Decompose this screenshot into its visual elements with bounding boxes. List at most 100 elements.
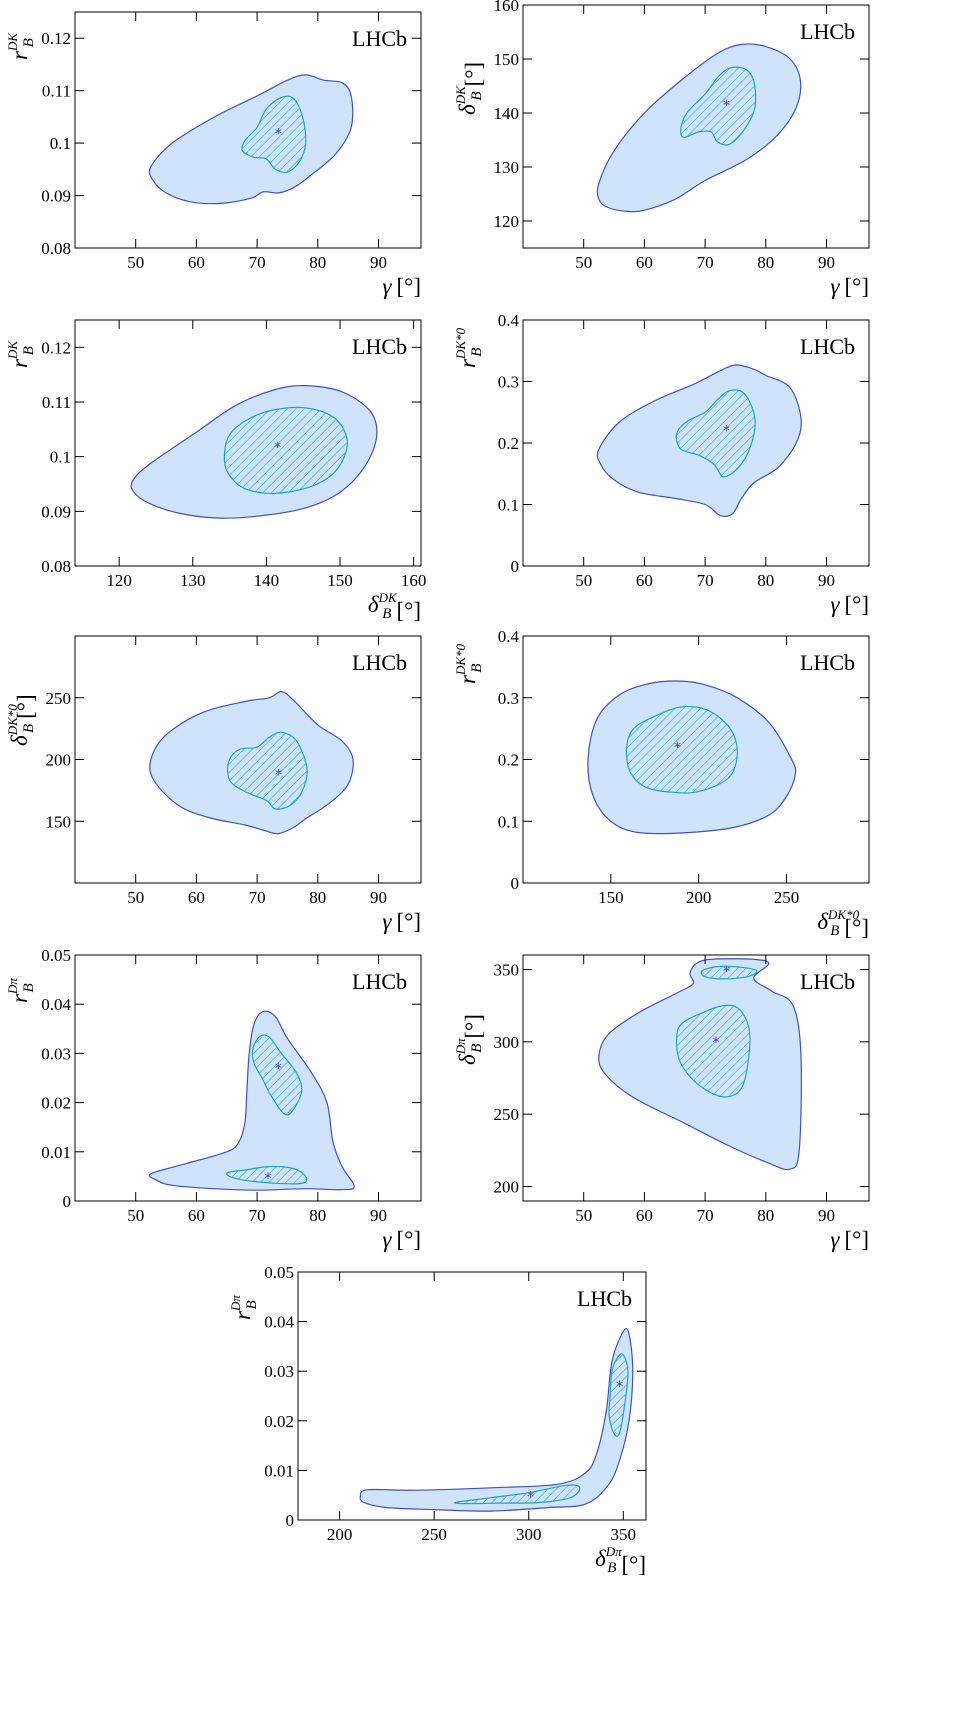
experiment-label: LHCb: [800, 969, 855, 994]
y-tick-label: 300: [494, 1033, 520, 1052]
x-axis-label-symbol: γ: [382, 274, 392, 299]
x-tick-label: 90: [818, 1206, 835, 1225]
y-axis-label: rDπB: [5, 978, 37, 1003]
x-tick-label: 350: [611, 1525, 637, 1544]
plot-area: *: [148, 74, 354, 205]
best-fit-marker: *: [275, 127, 282, 143]
y-tick-label: 350: [494, 960, 520, 979]
y-tick-label: 0.05: [41, 946, 71, 965]
x-tick-label: 90: [370, 1206, 387, 1225]
inner-confidence-region: [251, 1034, 303, 1116]
inner-confidence-region: [675, 389, 756, 478]
y-tick-label: 0: [511, 557, 520, 576]
x-axis-label: γ [°]: [830, 1227, 869, 1252]
x-axis-label: γ [°]: [382, 1227, 421, 1252]
plot-frame: [297, 1271, 647, 1521]
y-tick-label: 140: [494, 104, 520, 123]
y-axis-label-symbol: r: [7, 993, 32, 1003]
y-axis-label-unit: [°]: [461, 1014, 486, 1039]
x-tick-label: 160: [401, 571, 427, 590]
inner-confidence-region: [675, 1004, 751, 1098]
plot-frame: [74, 954, 422, 1202]
plot-area: **: [598, 958, 802, 1171]
x-tick-label: 80: [309, 1206, 326, 1225]
y-tick-label: 0.3: [498, 689, 519, 708]
y-tick-label: 0.01: [41, 1143, 71, 1162]
y-axis-label: δDπB [°]: [453, 1014, 486, 1065]
y-axis-label-superscript: DK: [453, 85, 468, 105]
inner-confidence-region: [625, 705, 738, 794]
x-axis-label-subscript: B: [830, 923, 839, 939]
x-axis-label-symbol: γ: [830, 274, 840, 299]
x-axis-label-unit: [°]: [844, 1227, 869, 1252]
x-axis-label-unit: [°]: [396, 598, 421, 623]
y-axis-label-unit: [°]: [13, 694, 38, 719]
y-axis-label-superscript: DK*0: [453, 643, 468, 676]
y-axis-label-subscript: B: [469, 348, 485, 357]
y-axis-label-symbol: r: [455, 358, 480, 368]
x-tick-label: 120: [106, 571, 132, 590]
x-tick-label: 80: [309, 253, 326, 272]
x-axis-label-symbol: δ: [368, 592, 379, 617]
secondary-best-fit-marker: *: [275, 1061, 282, 1077]
best-fit-marker: *: [723, 424, 730, 440]
x-tick-label: 50: [127, 1206, 144, 1225]
best-fit-marker: *: [674, 740, 681, 756]
plot-area: **: [148, 1010, 355, 1191]
y-axis-label-superscript: DK*0: [453, 327, 468, 360]
y-tick-label: 250: [494, 1105, 520, 1124]
outer-confidence-region: [148, 1010, 355, 1191]
best-fit-marker: *: [527, 1490, 534, 1506]
y-tick-label: 0.02: [41, 1094, 71, 1113]
x-axis-label-unit: [°]: [844, 915, 869, 940]
x-axis-label-symbol: δ: [595, 1546, 606, 1571]
x-tick-label: 50: [127, 253, 144, 272]
y-tick-label: 0.04: [41, 995, 71, 1014]
experiment-label: LHCb: [577, 1286, 632, 1311]
x-tick-label: 130: [180, 571, 206, 590]
inner-confidence-region: [241, 95, 307, 174]
x-axis-label-unit: [°]: [396, 909, 421, 934]
y-tick-label: 0.08: [41, 239, 71, 258]
experiment-label: LHCb: [352, 26, 407, 51]
x-tick-label: 90: [370, 888, 387, 907]
experiment-label: LHCb: [352, 334, 407, 359]
x-tick-label: 70: [697, 571, 714, 590]
y-tick-label: 0.03: [264, 1362, 294, 1381]
x-axis-label-superscript: DK: [378, 590, 398, 605]
y-axis-label-subscript: B: [469, 1044, 485, 1053]
x-tick-label: 60: [636, 253, 653, 272]
x-tick-label: 50: [575, 571, 592, 590]
y-tick-label: 0.1: [498, 812, 519, 831]
y-axis-label-superscript: DK: [5, 340, 20, 360]
y-tick-label: 160: [494, 0, 520, 15]
y-tick-label: 0.2: [498, 751, 519, 770]
best-fit-marker: *: [265, 1171, 272, 1187]
y-tick-label: 0.04: [264, 1313, 294, 1332]
x-axis-label-superscript: Dπ: [605, 1544, 622, 1559]
y-axis-label-symbol: r: [7, 358, 32, 368]
y-tick-label: 0: [511, 874, 520, 893]
experiment-label: LHCb: [800, 19, 855, 44]
x-tick-label: 60: [188, 1206, 205, 1225]
x-axis-label-unit: [°]: [396, 274, 421, 299]
x-axis-label: γ [°]: [382, 909, 421, 934]
y-axis-label-superscript: Dπ: [228, 1295, 243, 1312]
panel-1: * 50 60 70 80 90 0.08 0.09 0.1 0.11 0.12 LHCb γ [°] rD…: [5, 11, 422, 299]
y-axis-label: δDKB [°]: [453, 62, 486, 115]
x-tick-label: 70: [249, 888, 266, 907]
y-axis-label-superscript: DK: [5, 32, 20, 52]
y-tick-label: 0.09: [41, 502, 71, 521]
experiment-label: LHCb: [800, 334, 855, 359]
y-tick-label: 0.1: [498, 496, 519, 515]
y-tick-label: 0.1: [50, 134, 71, 153]
x-axis-label-symbol: δ: [817, 909, 828, 934]
y-tick-label: 150: [494, 50, 520, 69]
y-tick-label: 200: [494, 1178, 520, 1197]
inner-confidence-region-secondary: [700, 965, 758, 980]
y-tick-label: 0.1: [50, 448, 71, 467]
y-tick-label: 0.02: [264, 1412, 294, 1431]
x-tick-label: 80: [309, 888, 326, 907]
best-fit-marker: *: [713, 1035, 720, 1051]
y-tick-label: 0.3: [498, 373, 519, 392]
